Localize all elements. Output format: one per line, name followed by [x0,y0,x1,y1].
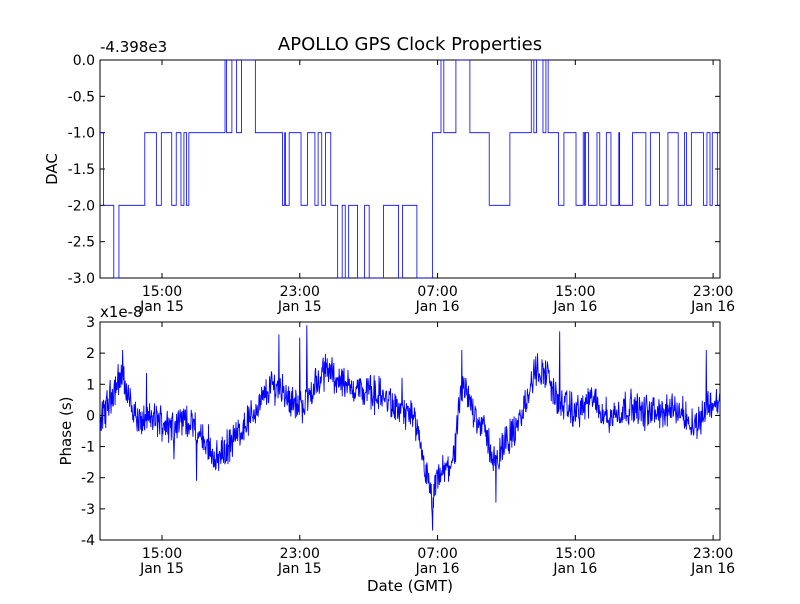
x-tick-date-label: Jan 15 [277,561,322,577]
dac-panel: -4.398e3 DAC 0.0 -0.5 -1.0 -1.5 -2.0 -2.5 -3.0… [43,38,735,315]
y-tick-label: -2 [81,471,95,487]
chart-title: APOLLO GPS Clock Properties [278,34,542,55]
phase-series-line [99,325,721,531]
x-tick-date-label: Jan 16 [690,561,735,577]
y-tick-label: -1 [81,440,95,456]
y-tick-label: -3 [81,502,95,518]
x-tick-date-label: Jan 16 [552,561,597,577]
y-tick-label: 0.0 [73,53,95,69]
y-tick-label: -1.0 [68,126,95,142]
x-tick-time-label: 23:00 [693,284,733,300]
x-tick-time-label: 23:00 [693,546,733,562]
x-tick-time-label: 15:00 [555,284,595,300]
dac-y-ticks: 0.0 -0.5 -1.0 -1.5 -2.0 -2.5 -3.0 [68,53,720,287]
x-tick-time-label: 23:00 [280,284,320,300]
y-tick-label: -3.0 [68,271,95,287]
phase-y-axis-label: Phase (s) [57,396,75,465]
dac-plot-area [99,59,721,279]
y-tick-label: -2.0 [68,198,95,214]
x-tick-date-label: Jan 16 [690,299,735,315]
y-tick-label: -4 [81,533,95,549]
x-tick-date-label: Jan 16 [415,561,460,577]
y-tick-label: 0 [86,408,95,424]
x-tick-time-label: 07:00 [417,546,457,562]
y-tick-label: 2 [86,346,95,362]
dac-offset-label: -4.398e3 [100,38,167,56]
y-tick-label: 3 [86,315,95,331]
phase-plot-area [99,321,721,541]
x-tick-time-label: 07:00 [417,284,457,300]
x-tick-date-label: Jan 15 [277,299,322,315]
x-tick-time-label: 15:00 [142,546,182,562]
x-axis-label: Date (GMT) [367,577,453,595]
y-tick-label: -2.5 [68,235,95,251]
y-tick-label: -0.5 [68,89,95,105]
phase-offset-label: x1e-8 [100,303,143,321]
dac-y-axis-label: DAC [43,153,61,185]
dac-series-line [100,59,720,279]
phase-y-ticks: 3 2 1 0 -1 -2 -3 -4 [81,315,720,549]
y-tick-label: 1 [86,377,95,393]
x-tick-date-label: Jan 16 [415,299,460,315]
x-tick-time-label: 15:00 [142,284,182,300]
x-tick-date-label: Jan 15 [139,561,184,577]
y-tick-label: -1.5 [68,162,95,178]
x-tick-time-label: 15:00 [555,546,595,562]
x-tick-date-label: Jan 15 [139,299,184,315]
x-tick-date-label: Jan 16 [552,299,597,315]
x-tick-time-label: 23:00 [280,546,320,562]
